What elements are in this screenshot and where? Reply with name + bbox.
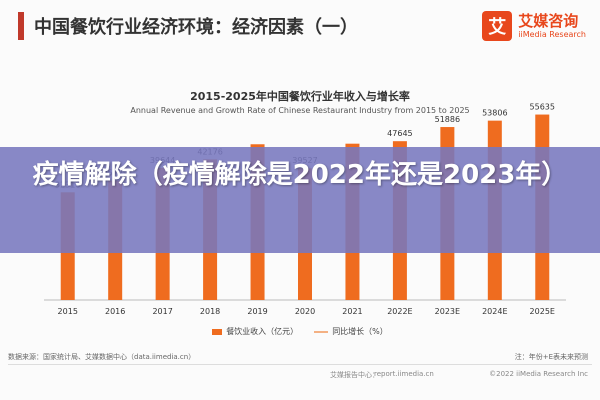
overlay-banner	[0, 147, 600, 253]
brand-logo-icon: 艾	[482, 11, 513, 41]
x-tick-label-2024E: 2024E	[482, 307, 507, 316]
legend-swatch-bar	[212, 328, 223, 335]
footer-url[interactable]: report.iimedia.cn	[374, 370, 434, 378]
data-label-2025E: 55635	[530, 103, 555, 112]
footer-brand: 艾媒报告中心：	[330, 371, 379, 379]
x-tick-label-2022E: 2022E	[387, 307, 412, 316]
legend-label-growth: 同比增长（%）	[332, 327, 388, 336]
x-tick-label-2016: 2016	[105, 307, 125, 316]
forecast-note: 注：年份+E表未来预测	[514, 353, 588, 361]
x-tick-label-2023E: 2023E	[435, 307, 460, 316]
x-tick-label-2025E: 2025E	[530, 307, 555, 316]
x-tick-label-2018: 2018	[200, 307, 220, 316]
brand-subtitle: iiMedia Research	[518, 29, 586, 39]
data-source: 数据来源：国家统计局、艾媒数据中心（data.iimedia.cn）	[8, 353, 196, 361]
x-tick-label-2021: 2021	[342, 307, 362, 316]
chart-title: 2015-2025年中国餐饮行业年收入与增长率	[190, 90, 410, 103]
footer-copyright: ©2022 iiMedia Research Inc	[489, 370, 588, 378]
legend-label-revenue: 餐饮业收入（亿元）	[226, 327, 299, 336]
brand-logo-block: 艾 艾媒咨询 iiMedia Research	[482, 8, 586, 44]
header-accent-bar	[18, 12, 24, 40]
x-tick-label-2015: 2015	[58, 307, 78, 316]
data-label-2022E: 47645	[387, 129, 412, 138]
x-tick-label-2017: 2017	[152, 307, 172, 316]
footer-divider	[8, 364, 592, 365]
page-title: 中国餐饮行业经济环境：经济因素（一）	[34, 17, 358, 38]
legend-swatch-line	[314, 330, 329, 333]
x-tick-label-2020: 2020	[295, 307, 315, 316]
data-label-2024E: 53806	[482, 109, 507, 118]
chart-subtitle: Annual Revenue and Growth Rate of Chines…	[130, 106, 470, 115]
legend-item-revenue: 餐饮业收入（亿元）	[212, 326, 298, 337]
x-tick-label-2019: 2019	[247, 307, 267, 316]
brand-text: 艾媒咨询 iiMedia Research	[518, 11, 586, 40]
data-label-2023E: 51886	[435, 115, 460, 124]
chart-legend: 餐饮业收入（亿元） 同比增长（%）	[0, 326, 600, 337]
overlay-banner-text: 疫情解除（疫情解除是2022年还是2023年）	[32, 160, 568, 190]
brand-name: 艾媒咨询	[518, 11, 579, 30]
legend-item-growth: 同比增长（%）	[314, 326, 388, 337]
